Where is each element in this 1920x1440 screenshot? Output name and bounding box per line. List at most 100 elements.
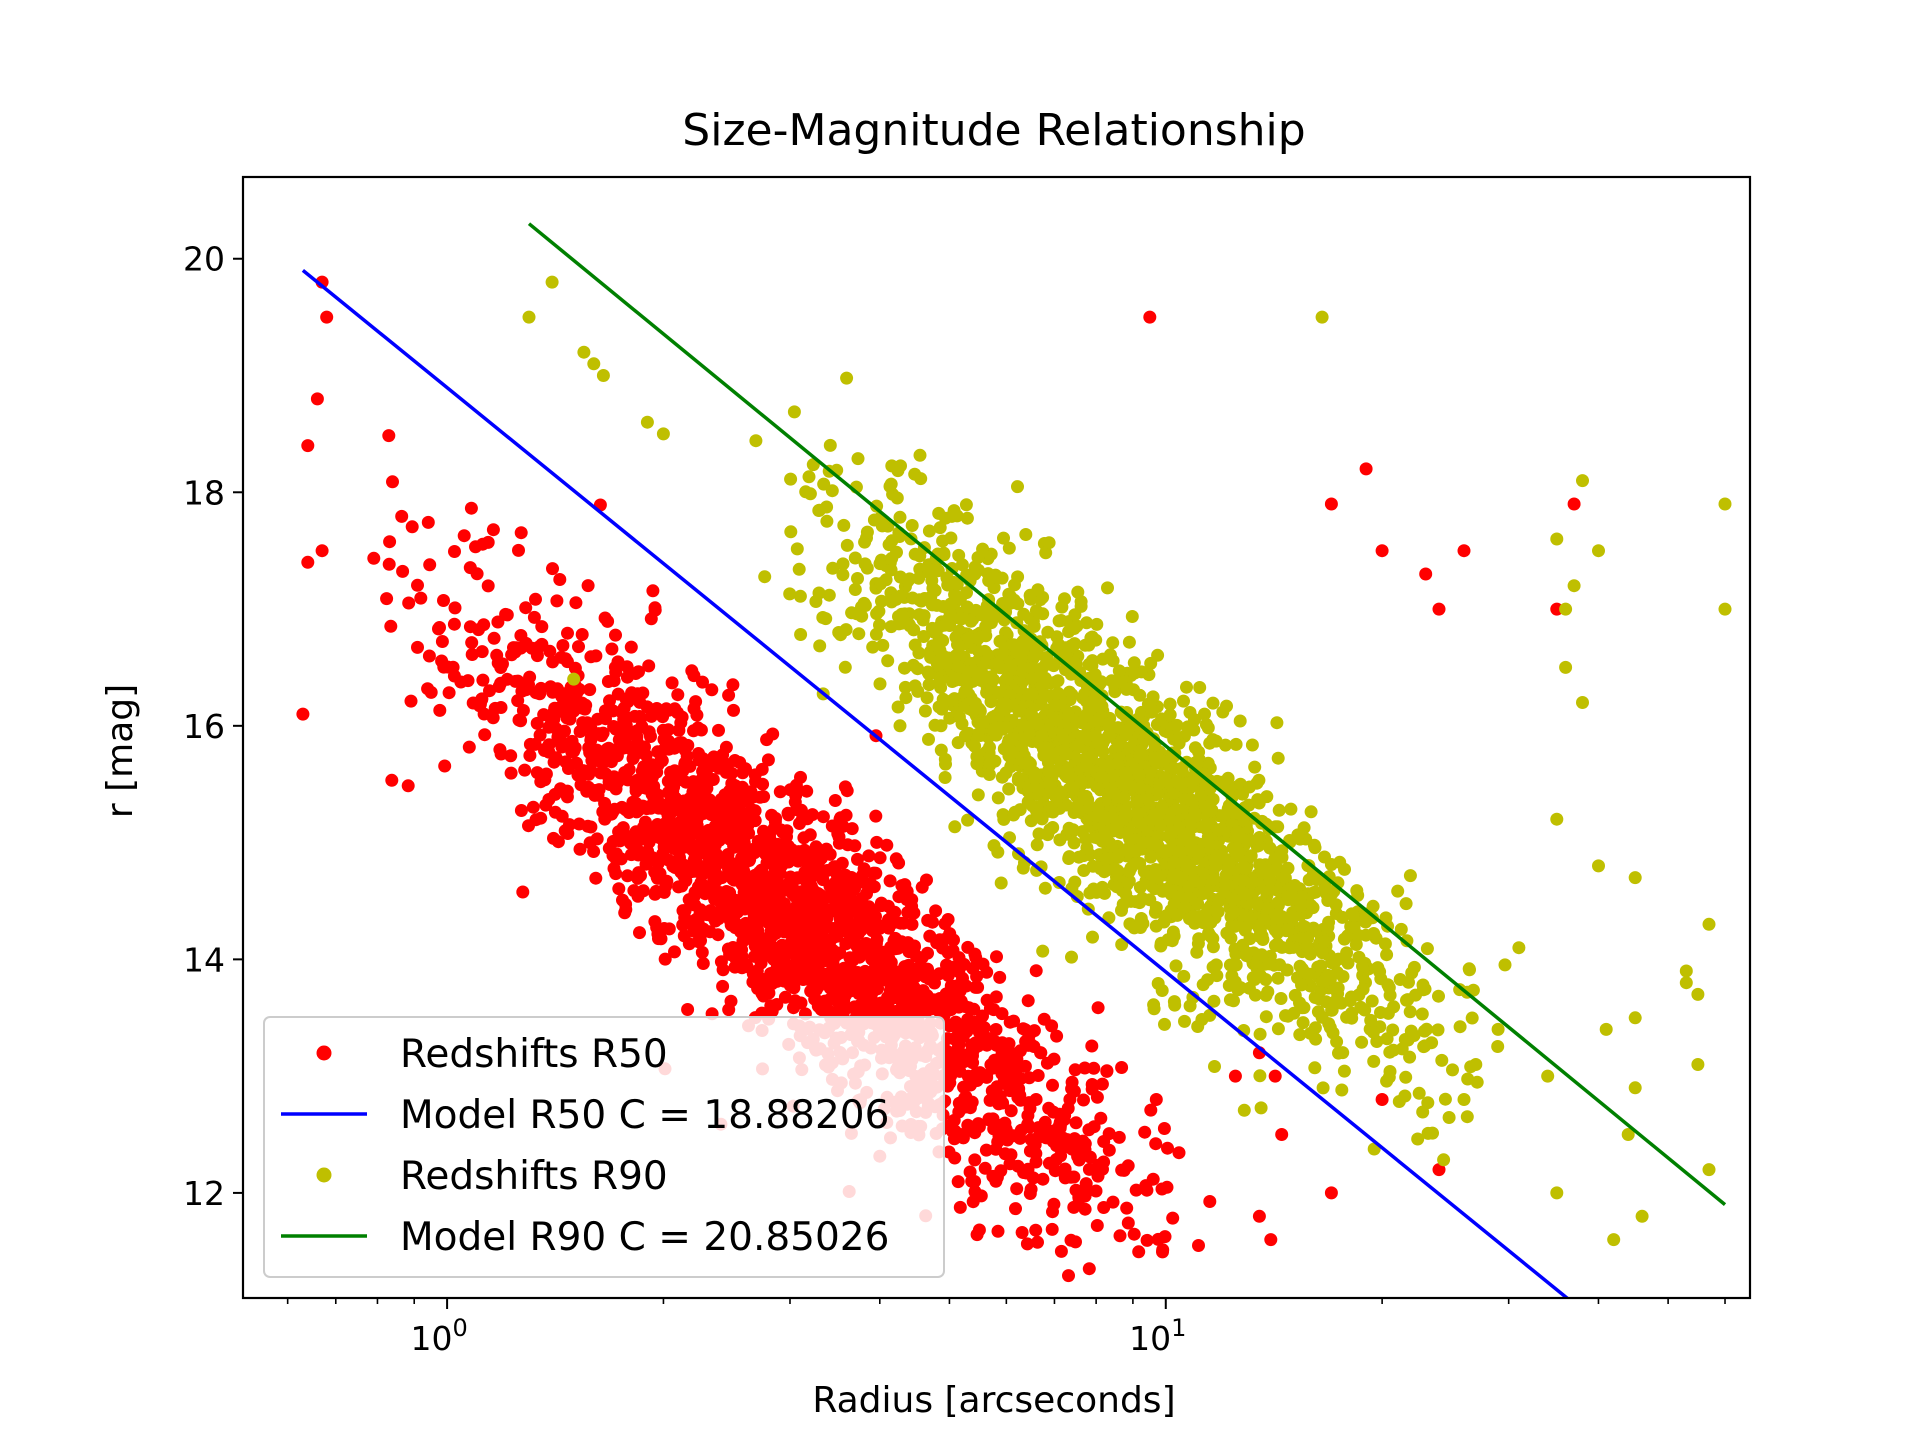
data-point bbox=[1000, 671, 1014, 685]
data-point bbox=[1559, 602, 1573, 616]
data-point bbox=[1098, 886, 1112, 900]
data-point bbox=[964, 614, 978, 628]
data-point bbox=[546, 562, 559, 576]
data-point bbox=[917, 630, 931, 643]
data-point bbox=[1149, 901, 1163, 914]
data-point bbox=[1206, 873, 1220, 887]
data-point bbox=[831, 827, 845, 841]
data-point bbox=[1318, 880, 1332, 894]
data-point bbox=[941, 913, 955, 926]
data-point bbox=[1151, 871, 1165, 885]
data-point bbox=[912, 608, 926, 622]
data-point bbox=[848, 551, 862, 565]
data-point bbox=[1248, 760, 1262, 774]
data-point bbox=[789, 900, 803, 913]
data-point bbox=[494, 676, 508, 690]
data-point bbox=[938, 771, 952, 784]
data-point bbox=[1254, 1101, 1268, 1115]
data-point bbox=[1004, 1104, 1018, 1118]
data-point bbox=[800, 812, 814, 826]
data-point bbox=[809, 595, 823, 608]
data-point bbox=[1331, 952, 1345, 966]
data-point bbox=[511, 674, 525, 688]
data-point bbox=[756, 982, 770, 996]
data-point bbox=[848, 839, 862, 853]
data-point bbox=[1321, 894, 1335, 907]
data-point bbox=[970, 1228, 984, 1242]
legend-marker-0 bbox=[316, 1045, 332, 1061]
data-point bbox=[504, 766, 518, 780]
data-point bbox=[908, 547, 922, 561]
data-point bbox=[1002, 541, 1016, 555]
data-point bbox=[1194, 789, 1208, 803]
data-point bbox=[1407, 960, 1421, 974]
data-point bbox=[1039, 546, 1053, 560]
data-point bbox=[512, 543, 525, 557]
data-point bbox=[320, 310, 334, 324]
data-point bbox=[856, 968, 870, 982]
data-point bbox=[933, 521, 947, 535]
data-point bbox=[952, 965, 966, 979]
data-point bbox=[968, 1153, 982, 1167]
data-point bbox=[1198, 707, 1211, 721]
data-point bbox=[1088, 668, 1102, 682]
data-point bbox=[993, 704, 1007, 718]
data-point bbox=[873, 851, 887, 865]
data-point bbox=[1111, 757, 1125, 770]
data-point bbox=[1306, 901, 1320, 915]
data-point bbox=[1229, 947, 1243, 961]
data-point bbox=[964, 1078, 977, 1092]
data-point bbox=[939, 757, 952, 771]
data-point bbox=[893, 510, 907, 524]
data-point bbox=[998, 1147, 1012, 1161]
data-point bbox=[1512, 941, 1526, 955]
data-point bbox=[980, 1069, 994, 1082]
data-point bbox=[609, 847, 623, 861]
data-point bbox=[1628, 1081, 1642, 1095]
data-point bbox=[483, 684, 496, 698]
data-point bbox=[788, 926, 802, 940]
data-point bbox=[1308, 1061, 1322, 1075]
data-point bbox=[1067, 1084, 1081, 1098]
data-point bbox=[857, 862, 871, 876]
data-point bbox=[1068, 637, 1082, 651]
data-point bbox=[1203, 929, 1217, 943]
data-point bbox=[923, 929, 937, 943]
data-point bbox=[1185, 864, 1199, 877]
data-point bbox=[748, 949, 762, 963]
data-point bbox=[1067, 1200, 1081, 1214]
data-point bbox=[1193, 681, 1207, 694]
data-point bbox=[1112, 1130, 1126, 1144]
y-axis-label: r [mag] bbox=[100, 684, 141, 818]
data-point bbox=[1237, 1103, 1251, 1117]
data-point bbox=[703, 793, 716, 807]
data-point bbox=[1071, 585, 1085, 599]
data-point bbox=[519, 683, 533, 697]
data-point bbox=[1359, 462, 1373, 476]
data-point bbox=[1144, 656, 1158, 670]
data-point bbox=[859, 937, 873, 950]
data-point bbox=[1067, 836, 1081, 850]
data-point bbox=[884, 477, 898, 491]
data-point bbox=[448, 601, 462, 615]
data-point bbox=[869, 809, 883, 823]
data-point bbox=[630, 774, 644, 788]
data-point bbox=[777, 951, 791, 965]
data-point bbox=[686, 839, 700, 853]
data-point bbox=[1180, 680, 1193, 694]
legend: Redshifts R50 Model R50 C = 18.88206 Redsh… bbox=[263, 1016, 945, 1278]
data-point bbox=[884, 563, 898, 577]
data-point bbox=[889, 967, 903, 981]
data-point bbox=[618, 906, 632, 920]
data-point bbox=[913, 448, 927, 462]
data-point bbox=[928, 718, 942, 732]
data-point bbox=[1013, 1044, 1027, 1058]
data-point bbox=[1134, 912, 1148, 925]
data-point bbox=[764, 849, 778, 863]
data-point bbox=[840, 538, 854, 552]
data-point bbox=[1365, 994, 1379, 1008]
data-point bbox=[712, 761, 726, 775]
data-point bbox=[1380, 1032, 1394, 1046]
data-point bbox=[534, 681, 548, 695]
data-point bbox=[1132, 768, 1146, 781]
